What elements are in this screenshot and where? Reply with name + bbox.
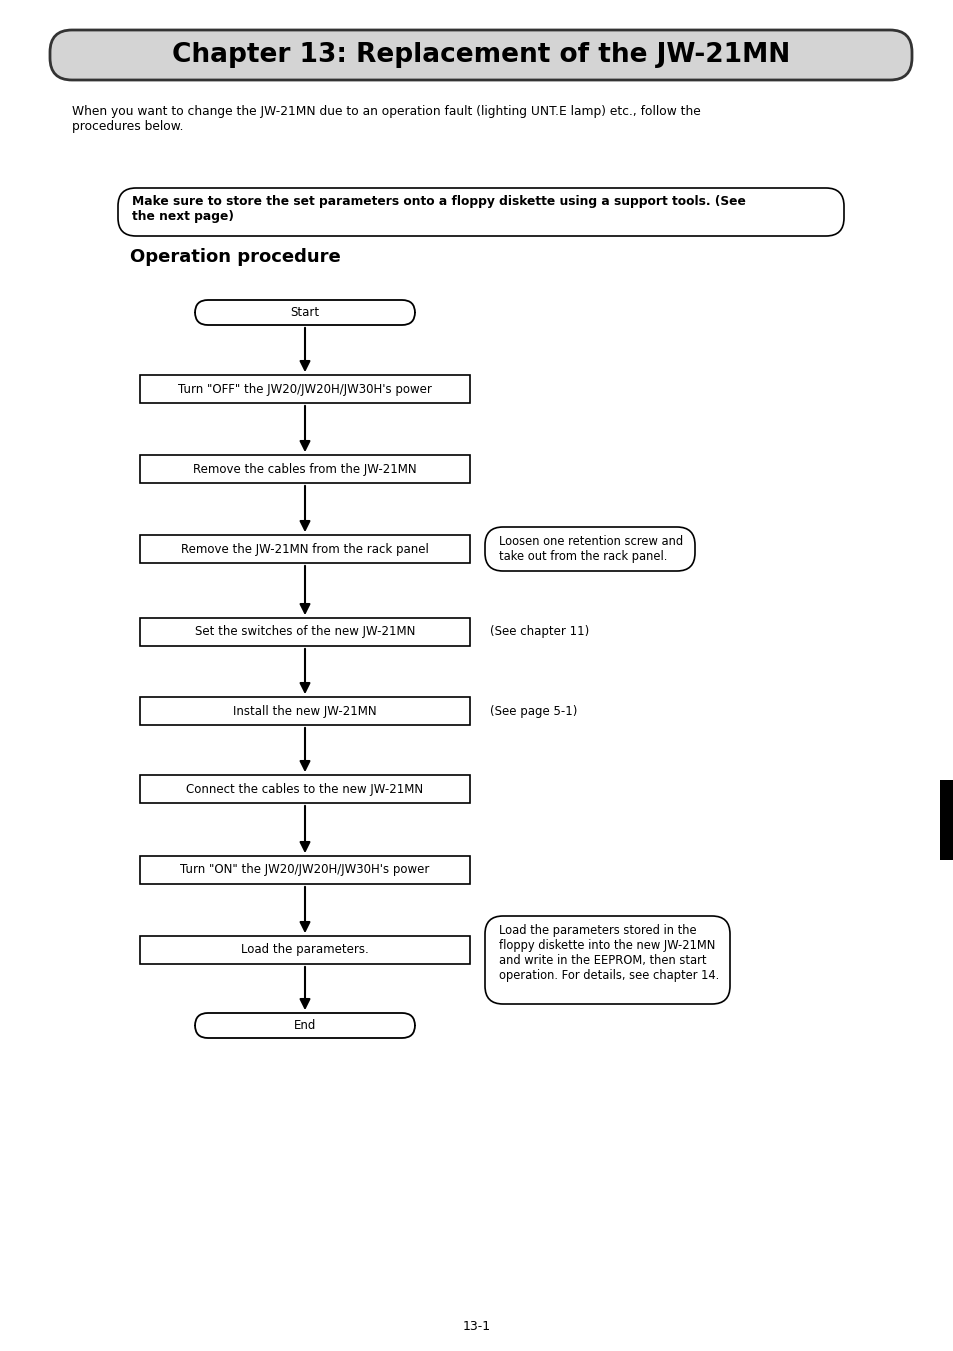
Text: 13-1: 13-1 [462,1320,491,1333]
Bar [140,857,470,884]
Text: Chapter 13: Replacement of the JW-21MN: Chapter 13: Replacement of the JW-21MN [172,42,789,68]
Bar [140,936,470,965]
Bar [140,697,470,725]
Text: Make sure to store the set parameters onto a floppy diskette using a support too: Make sure to store the set parameters on… [132,195,745,223]
Text: (See page 5-1): (See page 5-1) [490,704,577,717]
FancyBboxPatch shape [484,527,695,571]
Text: Turn "ON" the JW20/JW20H/JW30H's power: Turn "ON" the JW20/JW20H/JW30H's power [180,863,429,877]
Bar [939,780,953,861]
Text: Remove the JW-21MN from the rack panel: Remove the JW-21MN from the rack panel [181,543,429,555]
Bar [140,455,470,484]
Bar [140,775,470,802]
Text: When you want to change the JW-21MN due to an operation fault (lighting UNT.E la: When you want to change the JW-21MN due … [71,105,700,132]
Text: Loosen one retention screw and
take out from the rack panel.: Loosen one retention screw and take out … [498,535,682,563]
Text: Load the parameters stored in the
floppy diskette into the new JW-21MN
and write: Load the parameters stored in the floppy… [498,924,719,982]
Bar [140,617,470,646]
Text: (See chapter 11): (See chapter 11) [490,626,589,639]
Text: Turn "OFF" the JW20/JW20H/JW30H's power: Turn "OFF" the JW20/JW20H/JW30H's power [178,382,432,396]
FancyBboxPatch shape [194,300,415,326]
Text: End: End [294,1019,315,1032]
Text: Remove the cables from the JW-21MN: Remove the cables from the JW-21MN [193,462,416,476]
Text: Load the parameters.: Load the parameters. [241,943,369,957]
Text: Start: Start [290,305,319,319]
Text: Install the new JW-21MN: Install the new JW-21MN [233,704,376,717]
Text: Set the switches of the new JW-21MN: Set the switches of the new JW-21MN [194,626,415,639]
Bar [140,376,470,403]
Text: Connect the cables to the new JW-21MN: Connect the cables to the new JW-21MN [186,782,423,796]
FancyBboxPatch shape [194,1013,415,1038]
Bar [140,535,470,563]
FancyBboxPatch shape [118,188,843,236]
FancyBboxPatch shape [50,30,911,80]
Text: Operation procedure: Operation procedure [130,249,340,266]
FancyBboxPatch shape [484,916,729,1004]
